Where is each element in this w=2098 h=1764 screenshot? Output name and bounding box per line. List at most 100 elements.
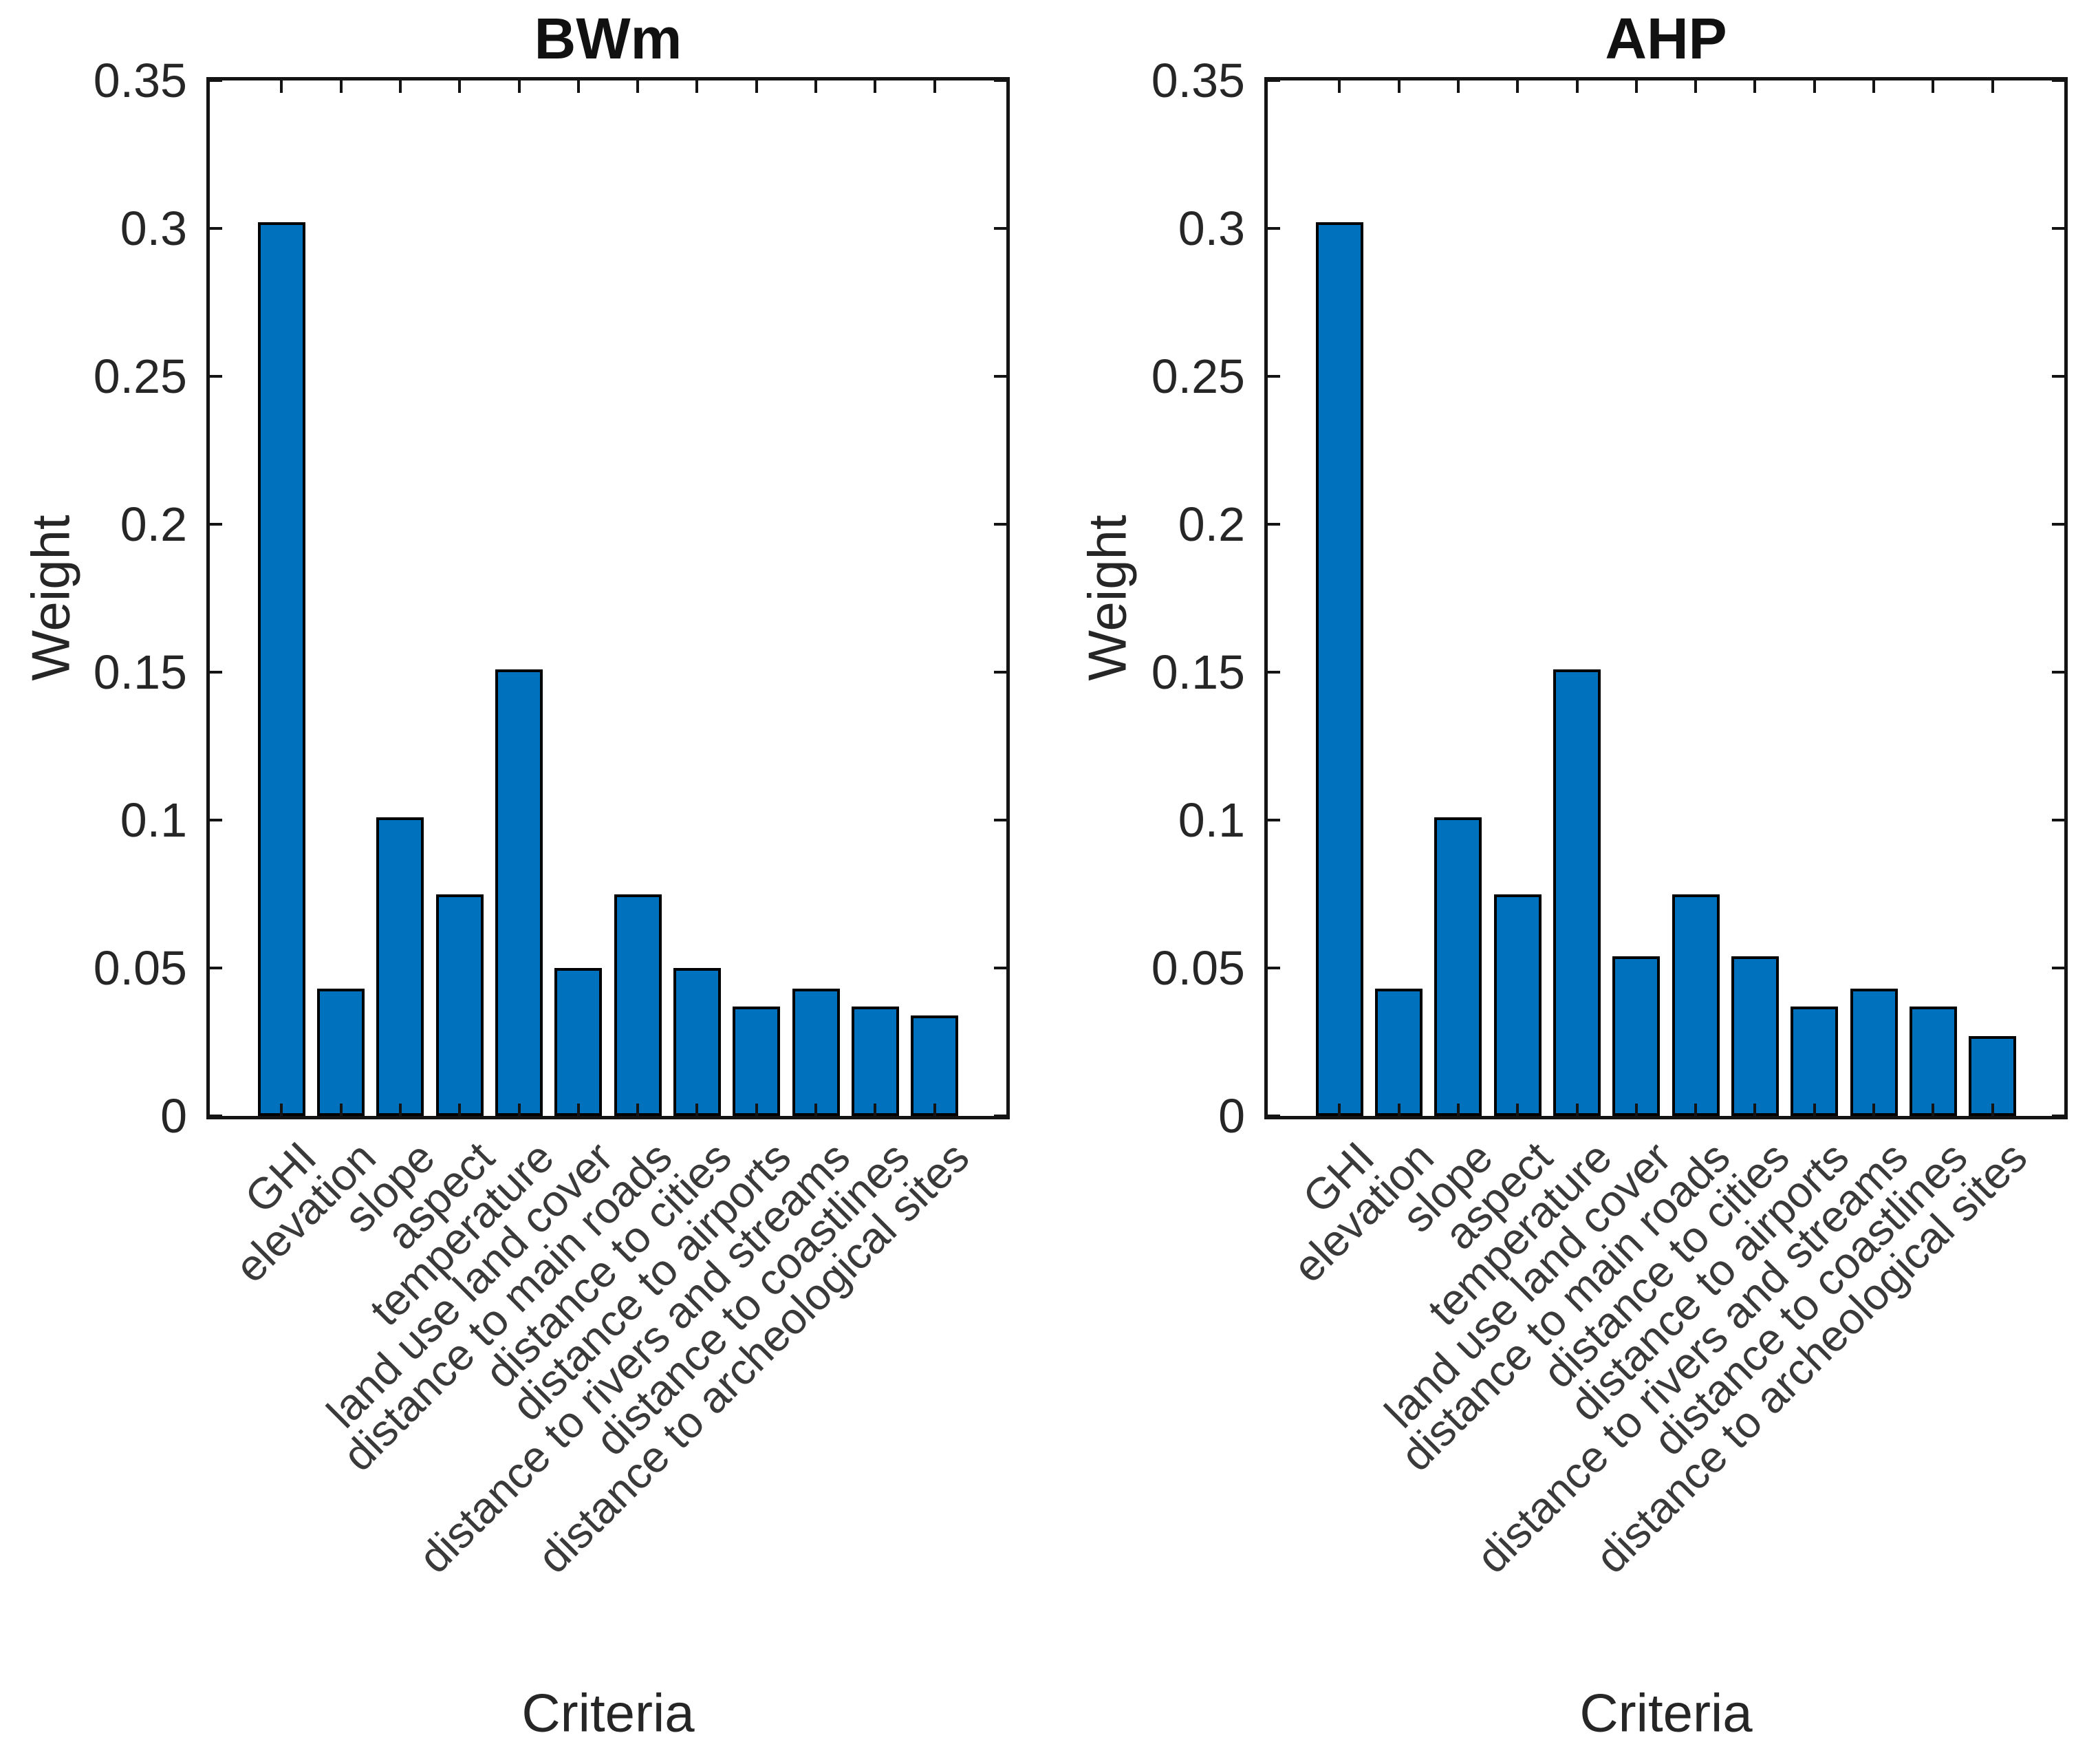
x-tick-bottom — [636, 1104, 640, 1116]
y-tick-label: 0.25 — [1151, 349, 1245, 403]
y-tick-label: 0.1 — [1178, 793, 1245, 847]
y-tick-label: 0.15 — [1151, 645, 1245, 699]
x-tick-top — [1694, 80, 1698, 93]
y-tick-right — [2052, 671, 2064, 674]
chart-title-ahp: AHP — [1605, 6, 1727, 71]
bar-distance-to-coastlines — [851, 1006, 899, 1116]
y-tick-label: 0.25 — [93, 349, 187, 403]
x-tick-top — [1575, 80, 1579, 93]
x-tick-top — [695, 80, 699, 93]
plot-area-bwm — [206, 77, 1010, 1119]
x-tick-top — [1753, 80, 1757, 93]
y-tick-label: 0.15 — [93, 645, 187, 699]
y-tick-left — [210, 79, 222, 82]
bar-distance-to-archeological-sites — [911, 1015, 959, 1116]
y-tick-right — [2052, 1115, 2064, 1117]
x-tick-top — [517, 80, 521, 93]
x-tick-top — [1813, 80, 1816, 93]
x-tick-top — [458, 80, 462, 93]
bar-distance-to-rivers-and-streams — [792, 989, 840, 1116]
x-tick-bottom — [1397, 1104, 1401, 1116]
y-tick-left — [1268, 523, 1280, 526]
x-tick-bottom — [1753, 1104, 1757, 1116]
bar-slope — [376, 817, 424, 1116]
x-tick-top — [576, 80, 580, 93]
y-tick-label: 0.2 — [120, 497, 187, 551]
x-tick-bottom — [517, 1104, 521, 1116]
x-tick-bottom — [280, 1104, 283, 1116]
x-tick-bottom — [398, 1104, 402, 1116]
x-tick-top — [1634, 80, 1638, 93]
bar-distance-to-airports — [1791, 1006, 1839, 1116]
y-tick-right — [994, 967, 1006, 969]
y-tick-left — [210, 819, 222, 821]
y-tick-label: 0.3 — [120, 202, 187, 255]
x-tick-top — [814, 80, 817, 93]
y-tick-left — [210, 227, 222, 230]
y-tick-right — [2052, 967, 2064, 969]
y-tick-left — [210, 1115, 222, 1117]
plot-area-ahp — [1264, 77, 2068, 1119]
y-tick-right — [994, 819, 1006, 821]
y-tick-left — [1268, 967, 1280, 969]
y-tick-label: 0 — [160, 1089, 187, 1143]
x-tick-bottom — [1575, 1104, 1579, 1116]
x-tick-bottom — [1516, 1104, 1520, 1116]
y-tick-left — [210, 523, 222, 526]
x-tick-bottom — [755, 1104, 758, 1116]
x-tick-bottom — [1634, 1104, 1638, 1116]
y-tick-label: 0 — [1218, 1089, 1245, 1143]
y-axis-label-weight: Weight — [20, 515, 81, 681]
x-tick-top — [339, 80, 343, 93]
y-tick-left — [1268, 671, 1280, 674]
y-tick-right — [2052, 79, 2064, 82]
x-tick-bottom — [1932, 1104, 1935, 1116]
x-tick-bottom — [1872, 1104, 1875, 1116]
x-tick-top — [1516, 80, 1520, 93]
x-tick-top — [1338, 80, 1341, 93]
x-tick-top — [398, 80, 402, 93]
bar-GHI — [257, 222, 305, 1116]
bar-elevation — [317, 989, 365, 1116]
y-tick-label: 0.3 — [1178, 202, 1245, 255]
x-tick-bottom — [933, 1104, 936, 1116]
x-tick-top — [1872, 80, 1875, 93]
x-tick-top — [1397, 80, 1401, 93]
bar-temperature — [1553, 669, 1601, 1116]
x-tick-bottom — [1456, 1104, 1460, 1116]
y-tick-left — [1268, 227, 1280, 230]
x-tick-top — [636, 80, 640, 93]
bar-land-use-land-cover — [554, 968, 603, 1116]
y-tick-right — [994, 523, 1006, 526]
y-tick-left — [210, 375, 222, 378]
bar-distance-to-main-roads — [614, 894, 662, 1116]
y-tick-right — [994, 79, 1006, 82]
bar-slope — [1434, 817, 1482, 1116]
bar-distance-to-coastlines — [1909, 1006, 1957, 1116]
bar-temperature — [495, 669, 543, 1116]
bar-land-use-land-cover — [1612, 956, 1661, 1116]
y-tick-right — [2052, 819, 2064, 821]
y-tick-left — [1268, 375, 1280, 378]
chart-title-bwm: BWm — [534, 6, 682, 71]
x-tick-top — [874, 80, 877, 93]
bar-distance-to-main-roads — [1672, 894, 1720, 1116]
x-tick-bottom — [1813, 1104, 1816, 1116]
y-tick-right — [994, 227, 1006, 230]
y-tick-left — [1268, 1115, 1280, 1117]
bar-distance-to-cities — [1731, 956, 1779, 1116]
x-tick-bottom — [695, 1104, 699, 1116]
x-tick-top — [280, 80, 283, 93]
x-axis-label-criteria: Criteria — [521, 1682, 695, 1743]
y-tick-right — [994, 375, 1006, 378]
y-tick-right — [2052, 375, 2064, 378]
x-tick-top — [1932, 80, 1935, 93]
x-tick-bottom — [576, 1104, 580, 1116]
y-tick-left — [1268, 819, 1280, 821]
y-tick-right — [2052, 227, 2064, 230]
x-tick-bottom — [339, 1104, 343, 1116]
x-tick-top — [755, 80, 758, 93]
x-tick-bottom — [1694, 1104, 1698, 1116]
y-tick-label: 0.05 — [1151, 941, 1245, 995]
bar-GHI — [1315, 222, 1363, 1116]
